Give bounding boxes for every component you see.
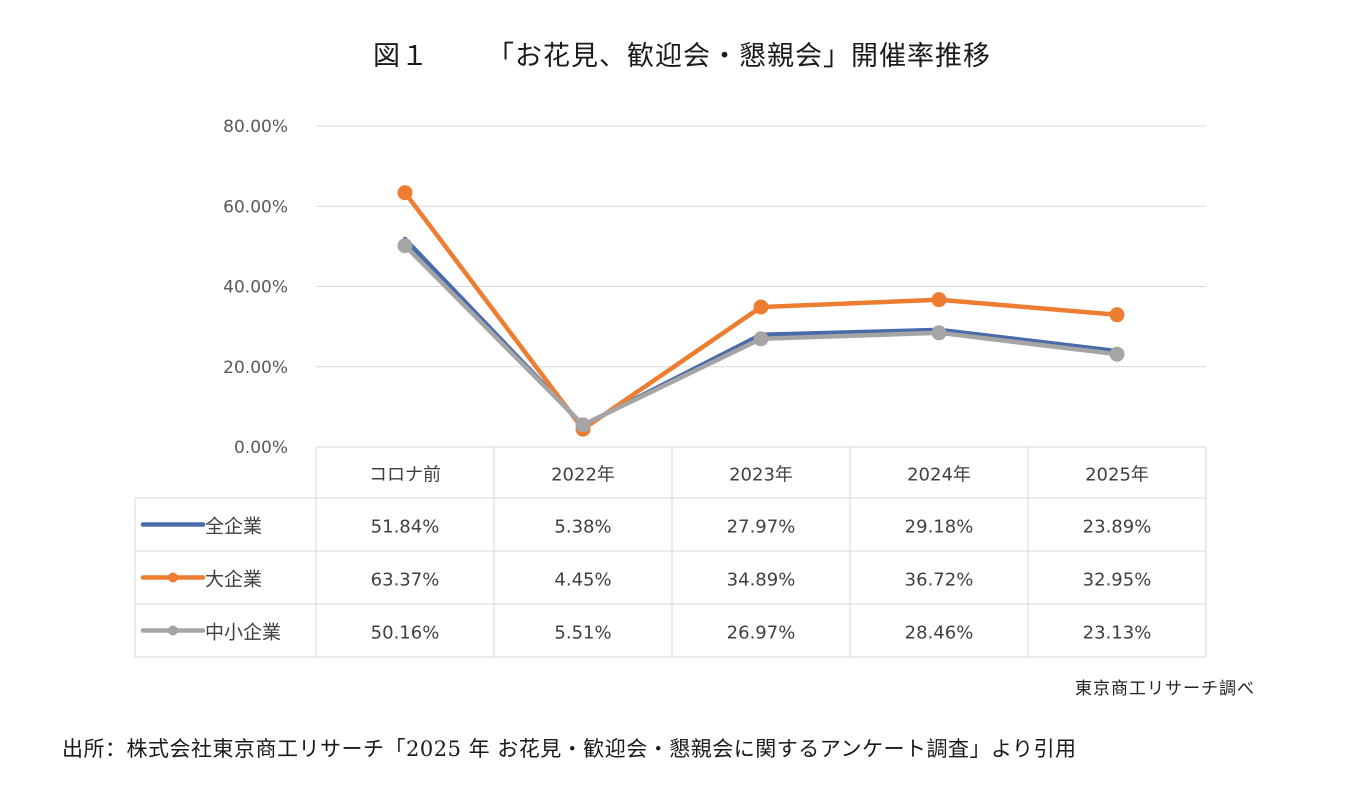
data-label: 34.89% <box>727 570 796 591</box>
data-point <box>931 292 947 308</box>
legend-label: 全企業 <box>205 516 262 538</box>
data-label: 5.51% <box>554 623 611 644</box>
data-label: 29.18% <box>905 517 974 538</box>
data-point <box>931 325 947 341</box>
y-tick-label: 80.00% <box>223 117 288 137</box>
x-category-label: 2023年 <box>729 465 793 486</box>
data-label: 23.89% <box>1083 517 1152 538</box>
data-point <box>397 238 413 254</box>
figure-title: 図１ 「お花見、歓迎会・懇親会」開催率推移 <box>0 34 1358 73</box>
data-label: 5.38% <box>554 517 611 538</box>
y-tick-label: 40.00% <box>223 278 288 298</box>
x-category-label: 2025年 <box>1085 465 1149 486</box>
data-label: 28.46% <box>905 623 974 644</box>
data-point <box>397 185 413 201</box>
source-citation: 出所：株式会社東京商工リサーチ「2025 年 お花見・歓迎会・懇親会に関するアン… <box>62 737 1077 761</box>
data-label: 50.16% <box>371 623 440 644</box>
y-tick-label: 20.00% <box>223 358 288 378</box>
data-label: 36.72% <box>905 570 974 591</box>
data-point <box>753 299 769 315</box>
data-label: 4.45% <box>554 570 611 591</box>
x-category-label: 2024年 <box>907 465 971 486</box>
chart-attribution: 東京商工リサーチ調べ <box>1075 679 1255 699</box>
data-point <box>753 331 769 347</box>
legend-key-marker <box>168 572 178 583</box>
legend-label: 中小企業 <box>205 622 281 644</box>
figure-caption: 「お花見、歓迎会・懇親会」開催率推移 <box>487 41 991 72</box>
data-point <box>1109 346 1125 362</box>
legend-label: 大企業 <box>205 569 262 591</box>
data-label: 63.37% <box>371 570 440 591</box>
figure-label: 図１ <box>373 41 429 72</box>
x-category-label: コロナ前 <box>369 465 441 486</box>
data-label: 32.95% <box>1083 570 1152 591</box>
data-label: 27.97% <box>727 517 796 538</box>
data-label: 51.84% <box>371 517 440 538</box>
y-tick-label: 0.00% <box>234 438 288 458</box>
data-label: 23.13% <box>1083 623 1152 644</box>
data-label: 26.97% <box>727 623 796 644</box>
y-tick-label: 60.00% <box>223 197 288 217</box>
data-point <box>1109 307 1125 323</box>
x-category-label: 2022年 <box>551 465 615 486</box>
data-point <box>575 417 591 433</box>
legend-key-marker <box>168 625 178 636</box>
